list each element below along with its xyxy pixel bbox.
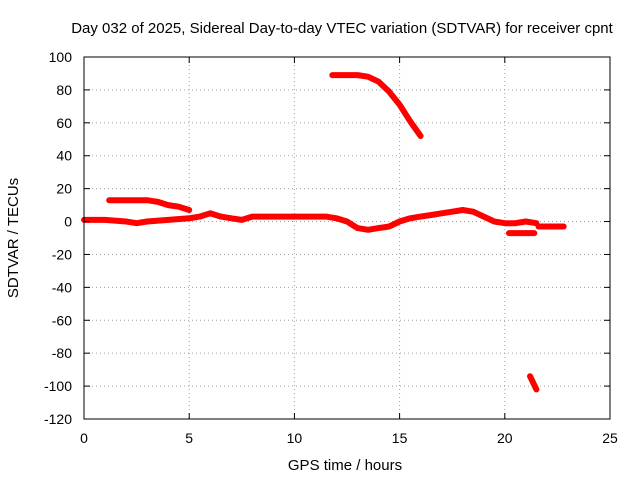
y-tick-label: -120 — [44, 411, 72, 427]
series-track-main — [81, 207, 540, 233]
y-tick-label: 20 — [56, 181, 72, 197]
series-track-early — [106, 197, 193, 213]
y-tick-label: -100 — [44, 378, 72, 394]
plot-frame — [83, 56, 611, 420]
y-tick-label: 60 — [56, 115, 72, 131]
x-tick-label: 10 — [287, 430, 303, 446]
y-tick-label: -20 — [52, 246, 72, 262]
x-axis-label: GPS time / hours — [288, 457, 402, 474]
y-tick-label: 80 — [56, 82, 72, 98]
grid — [84, 57, 610, 419]
y-tick-label: 0 — [64, 214, 72, 230]
y-tick-label: 40 — [56, 148, 72, 164]
y-tick-labels: -120 -100 -80 -60 -40 -20 0 20 40 60 80 100 — [44, 49, 72, 427]
x-tick-label: 0 — [80, 430, 88, 446]
x-tick-labels: 0 5 10 15 20 25 — [80, 430, 618, 446]
y-tick-label: 100 — [49, 49, 73, 65]
x-tick-label: 20 — [497, 430, 513, 446]
series-track-high — [329, 72, 424, 139]
series-track-low — [527, 373, 540, 393]
y-tick-label: -40 — [52, 279, 72, 295]
ticks — [83, 56, 611, 420]
y-tick-label: -80 — [52, 345, 72, 361]
x-tick-label: 15 — [392, 430, 408, 446]
x-tick-label: 5 — [185, 430, 193, 446]
y-tick-label: -60 — [52, 312, 72, 328]
y-axis-label: SDTVAR / TECUs — [5, 178, 22, 298]
chart-title: Day 032 of 2025, Sidereal Day-to-day VTE… — [71, 20, 613, 37]
x-tick-label: 25 — [602, 430, 618, 446]
data-series — [81, 72, 567, 393]
